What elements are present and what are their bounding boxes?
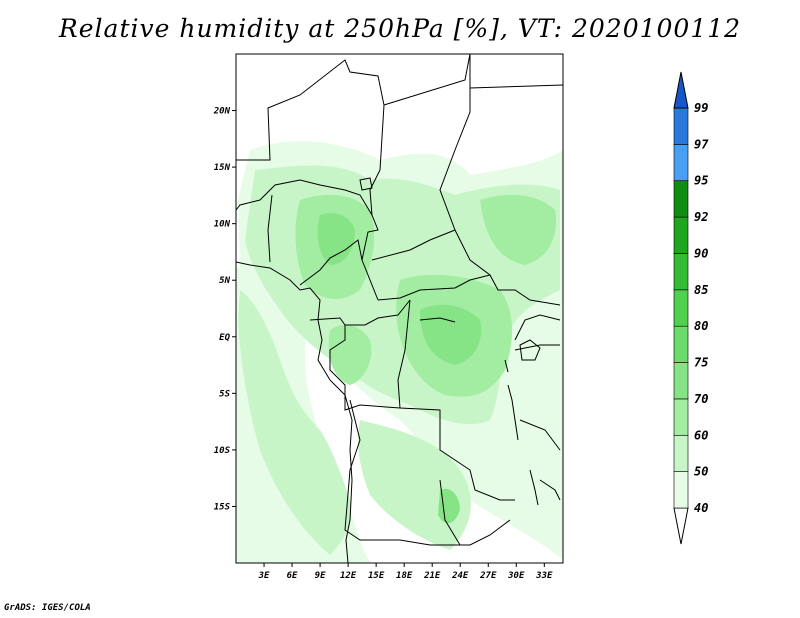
lake-victoria (519, 339, 541, 361)
humidity-region-50 (238, 290, 352, 555)
border-line (514, 344, 560, 351)
colorbar-swatch (673, 325, 689, 363)
colorbar-swatch (673, 289, 689, 327)
coastline (236, 177, 541, 563)
lon-tick-label: 33E (535, 571, 553, 581)
lon-tick-label: 12E (340, 571, 357, 581)
lon-tick-label: 27E (479, 571, 497, 581)
lat-tick-label: 10S (214, 446, 231, 456)
lake-kivu (504, 359, 509, 373)
lat-tick-label: 15S (214, 502, 231, 512)
humidity-region-60 (480, 194, 556, 265)
colorbar-label: 50 (694, 465, 708, 479)
border-line (439, 479, 461, 546)
lat-tick-label: 15N (214, 163, 231, 173)
chart-title: Relative humidity at 250hPa [%], VT: 202… (58, 14, 742, 43)
border-line (383, 54, 471, 106)
border-line (519, 419, 561, 451)
colorbar-upper-arrow (673, 71, 689, 109)
colorbar-lower-arrow (673, 507, 689, 545)
lon-tick-label: 24E (451, 571, 469, 581)
colorbar: 40 50 60 70 75 80 85 90 92 95 97 99 (673, 71, 709, 545)
border-line (469, 84, 563, 89)
colorbar-label: 90 (694, 246, 708, 260)
lake-chad (359, 177, 373, 191)
colorbar-swatch (673, 398, 689, 436)
colorbar-label: 75 (694, 356, 708, 370)
map-frame (235, 53, 564, 564)
lat-tick-label: 5S (219, 389, 230, 399)
colorbar-label: 80 (694, 319, 708, 333)
lon-tick-label: 9E (315, 571, 326, 581)
river-congo (419, 317, 456, 323)
lat-tick-label: 5N (219, 276, 230, 286)
colorbar-label: 40 (694, 501, 708, 515)
lon-tick-label: 3E (258, 571, 270, 581)
credit-text: GrADS: IGES/COLA (4, 603, 91, 613)
lon-tick-label: 18E (396, 571, 413, 581)
lat-tick-label: 10N (214, 220, 231, 230)
colorbar-swatch (673, 144, 689, 182)
border-line (514, 314, 561, 341)
border-line (371, 229, 456, 261)
humidity-region-70 (438, 488, 460, 524)
colorbar-swatch (673, 434, 689, 472)
coastline-west-africa (236, 261, 353, 563)
border-line (344, 399, 511, 546)
colorbar-swatch (673, 107, 689, 145)
lon-tick-label: 15E (368, 571, 385, 581)
colorbar-label: 85 (694, 283, 708, 297)
humidity-field (236, 141, 563, 563)
border-line (397, 299, 411, 409)
colorbar-label: 70 (694, 392, 708, 406)
border-line (309, 299, 411, 326)
country-borders (236, 54, 563, 546)
humidity-region-70 (420, 304, 482, 365)
humidity-region-70 (317, 213, 355, 265)
lon-tick-label: 6E (287, 571, 298, 581)
lon-tick-label: 21E (423, 571, 441, 581)
colorbar-label: 60 (694, 428, 708, 442)
lake-tanganyika (507, 384, 519, 441)
lon-tick-label: 30E (507, 571, 525, 581)
colorbar-swatch (673, 253, 689, 291)
border-line (439, 54, 561, 306)
colorbar-label: 95 (694, 174, 708, 188)
longitude-axis: 3E 6E 9E 12E 15E 18E 21E 24E 27E 30E 33E (258, 563, 553, 581)
border-line (267, 194, 273, 263)
humidity-region-60 (328, 324, 372, 385)
colorbar-label: 92 (694, 210, 708, 224)
colorbar-swatch (673, 362, 689, 400)
lat-tick-label: EQ (219, 333, 230, 343)
lat-tick-label: 20N (213, 107, 231, 117)
border-line (539, 479, 561, 501)
colorbar-label: 97 (694, 137, 709, 151)
latitude-axis: 20N 15N 10N 5N EQ 5S 10S 15S (213, 107, 236, 512)
colorbar-swatch (673, 180, 689, 218)
border-line (236, 179, 373, 216)
colorbar-label: 99 (694, 101, 708, 115)
border-line (299, 239, 363, 286)
colorbar-swatch (673, 216, 689, 254)
border-line (377, 274, 491, 301)
lake-malawi (529, 469, 539, 506)
colorbar-swatch (673, 471, 689, 509)
border-line (329, 325, 515, 501)
